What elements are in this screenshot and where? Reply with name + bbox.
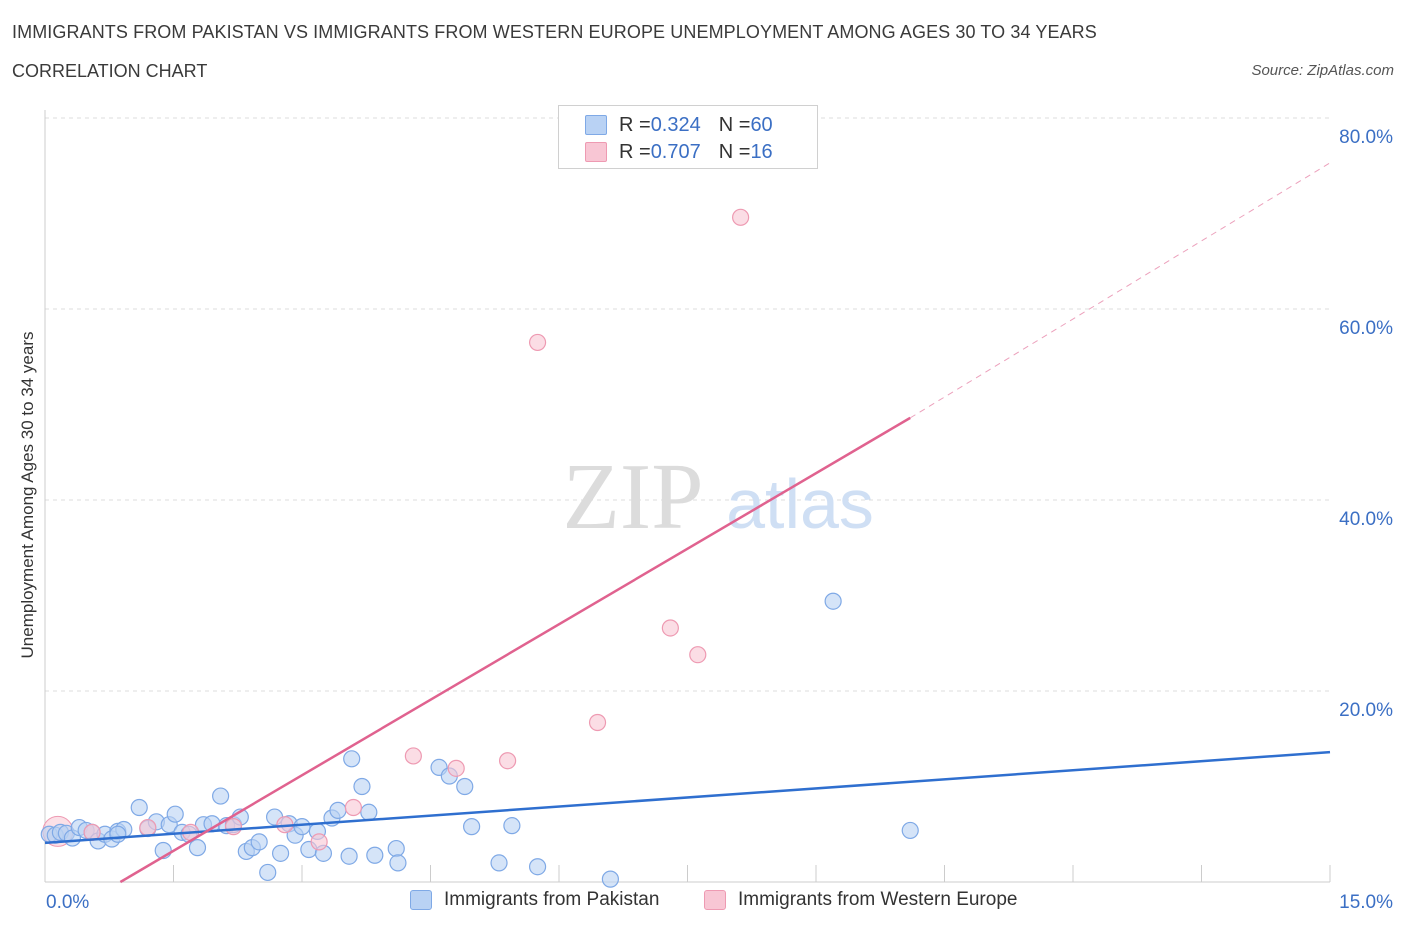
data-point: [389, 854, 407, 872]
data-point: [499, 752, 517, 770]
data-point: [447, 759, 465, 777]
data-point: [130, 798, 148, 817]
legend-item-western-europe[interactable]: Immigrants from Western Europe: [704, 889, 1017, 911]
y-tick-label: 60.0%: [1339, 318, 1393, 339]
data-point: [224, 818, 243, 836]
axes: [44, 110, 1331, 883]
x-tick-label: 0.0%: [46, 892, 89, 913]
gridlines: [45, 117, 1330, 692]
stats-row-pakistan: R = 0.324 N = 60: [585, 113, 773, 137]
pakistan-swatch: [585, 115, 607, 135]
data-point: [259, 863, 277, 882]
r-value: 0.324: [650, 113, 701, 136]
data-point: [212, 787, 230, 805]
chart-title: IMMIGRANTS FROM PAKISTAN VS IMMIGRANTS F…: [12, 22, 1097, 42]
data-point: [732, 208, 750, 226]
data-point: [166, 805, 184, 823]
data-point: [456, 777, 474, 796]
n-label: N =: [718, 113, 751, 136]
data-points: [40, 208, 919, 888]
data-point: [188, 839, 207, 857]
r-label: R =: [619, 113, 651, 136]
pakistan-trend-line: [44, 750, 1331, 845]
pakistan-legend-swatch: [410, 890, 432, 910]
tick-labels: 20.0% 40.0% 60.0% 80.0% 0.0% 15.0%: [46, 127, 1393, 913]
y-tick-label: 20.0%: [1339, 700, 1393, 721]
data-point: [329, 801, 347, 819]
watermark-atlas: atlas: [726, 465, 874, 543]
western-europe-swatch: [585, 142, 607, 162]
western-europe-legend-swatch: [704, 890, 726, 910]
data-point: [689, 646, 707, 664]
r-value: 0.707: [650, 140, 701, 163]
r-label: R =: [619, 140, 651, 163]
n-value: 16: [750, 140, 773, 163]
data-point: [588, 713, 607, 732]
data-point: [109, 825, 127, 843]
watermark-zip: ZIP: [563, 445, 704, 549]
data-point: [824, 592, 842, 610]
data-point: [360, 803, 378, 821]
data-point: [528, 333, 547, 352]
data-point: [528, 858, 547, 876]
data-point: [661, 619, 679, 637]
y-tick-label: 40.0%: [1339, 509, 1393, 530]
legend-label: Immigrants from Western Europe: [738, 889, 1018, 910]
data-point: [901, 821, 919, 840]
n-value: 60: [750, 113, 773, 136]
n-label: N =: [718, 140, 751, 163]
stats-legend: R = 0.324 N = 60 R = 0.707 N = 16: [558, 105, 818, 169]
data-point: [310, 833, 328, 851]
data-point: [503, 817, 521, 835]
trend-lines: [44, 162, 1331, 884]
data-point: [601, 870, 620, 888]
data-point: [387, 839, 405, 858]
data-point: [344, 798, 362, 817]
data-point: [271, 844, 290, 862]
data-point: [343, 750, 361, 768]
data-point: [139, 818, 157, 837]
data-point: [250, 833, 268, 851]
stats-row-western-europe: R = 0.707 N = 16: [585, 140, 773, 164]
chart-subtitle: CORRELATION CHART: [12, 61, 208, 81]
data-point: [340, 847, 358, 865]
data-point: [353, 777, 371, 796]
source-note: Source: ZipAtlas.com: [1251, 62, 1394, 79]
western-europe-trend-line: [119, 416, 911, 884]
legend-label: Immigrants from Pakistan: [444, 889, 660, 910]
y-tick-label: 80.0%: [1339, 127, 1393, 148]
data-point: [366, 846, 384, 864]
data-point: [463, 818, 481, 836]
data-point: [293, 818, 311, 836]
x-tick-label: 15.0%: [1339, 892, 1393, 913]
western-europe-trend-extension: [909, 162, 1331, 419]
data-point: [404, 747, 422, 765]
data-point: [490, 854, 508, 872]
legend-item-pakistan[interactable]: Immigrants from Pakistan: [410, 889, 659, 911]
